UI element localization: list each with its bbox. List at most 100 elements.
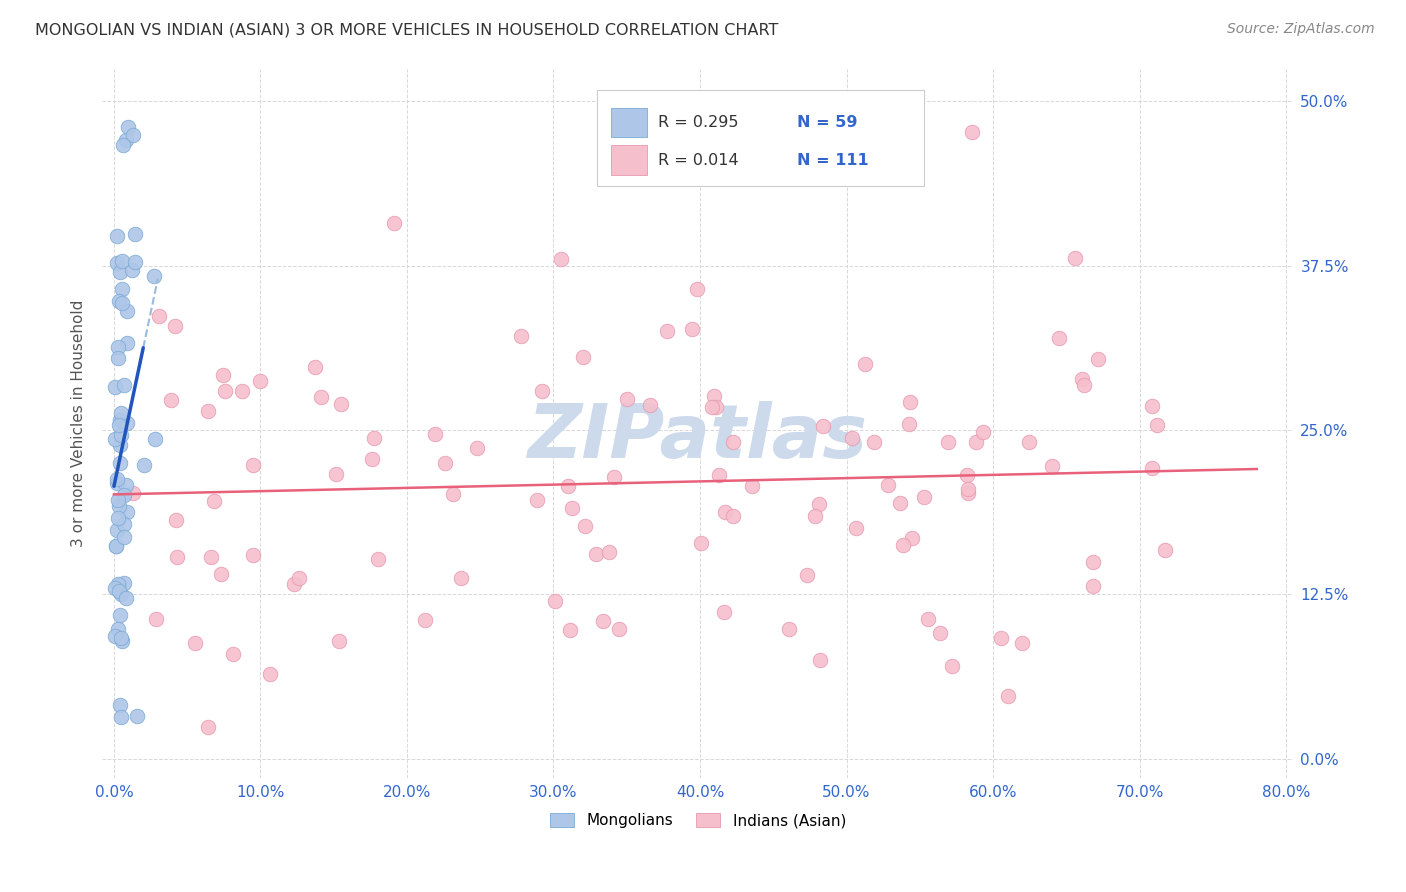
Point xyxy=(450,571,472,585)
Point xyxy=(957,485,980,500)
Point xyxy=(107,577,129,591)
Point xyxy=(1047,331,1070,345)
Point xyxy=(845,521,868,535)
Point xyxy=(796,568,818,582)
Point xyxy=(114,478,136,492)
Point xyxy=(990,631,1012,645)
Point xyxy=(165,513,187,527)
Point xyxy=(1040,458,1063,473)
Point xyxy=(200,550,222,565)
Point xyxy=(107,510,129,524)
Point xyxy=(1140,461,1163,475)
Point xyxy=(917,612,939,626)
Point xyxy=(804,509,827,524)
Point xyxy=(259,666,281,681)
Point xyxy=(304,360,326,375)
Point xyxy=(125,709,148,723)
Point xyxy=(108,608,131,623)
FancyBboxPatch shape xyxy=(596,90,924,186)
Point xyxy=(382,216,405,230)
Point xyxy=(111,282,134,296)
Point xyxy=(655,324,678,338)
Point xyxy=(105,523,128,537)
Point xyxy=(108,413,131,427)
Point xyxy=(713,606,735,620)
Text: R = 0.014: R = 0.014 xyxy=(658,153,740,168)
Point xyxy=(561,501,583,516)
Point xyxy=(104,581,127,595)
Point xyxy=(956,467,979,482)
Point xyxy=(1063,251,1085,265)
Text: R = 0.295: R = 0.295 xyxy=(658,115,740,130)
Point xyxy=(889,496,911,510)
FancyBboxPatch shape xyxy=(610,145,647,175)
Point xyxy=(148,309,170,323)
Point xyxy=(110,587,132,601)
Point xyxy=(242,549,264,563)
Point xyxy=(108,698,131,712)
Point xyxy=(110,631,132,645)
FancyBboxPatch shape xyxy=(610,108,647,137)
Point xyxy=(242,458,264,472)
Point xyxy=(603,470,626,484)
Text: MONGOLIAN VS INDIAN (ASIAN) 3 OR MORE VEHICLES IN HOUSEHOLD CORRELATION CHART: MONGOLIAN VS INDIAN (ASIAN) 3 OR MORE VE… xyxy=(35,22,779,37)
Point xyxy=(108,584,131,599)
Point xyxy=(105,472,128,486)
Point xyxy=(702,401,724,415)
Point xyxy=(929,626,952,640)
Point xyxy=(616,392,638,406)
Point xyxy=(197,720,219,734)
Point xyxy=(713,505,735,519)
Point xyxy=(209,567,232,582)
Text: N = 111: N = 111 xyxy=(797,153,869,168)
Point xyxy=(510,328,533,343)
Point xyxy=(531,384,554,398)
Text: Source: ZipAtlas.com: Source: ZipAtlas.com xyxy=(1227,22,1375,37)
Point xyxy=(184,635,207,649)
Point xyxy=(897,417,920,431)
Point xyxy=(108,265,131,279)
Point xyxy=(558,623,581,637)
Point xyxy=(941,658,963,673)
Point xyxy=(723,434,745,449)
Y-axis label: 3 or more Vehicles in Household: 3 or more Vehicles in Household xyxy=(72,300,86,547)
Point xyxy=(721,509,744,524)
Point xyxy=(105,539,128,553)
Point xyxy=(413,613,436,627)
Point xyxy=(690,536,713,550)
Point xyxy=(104,539,127,553)
Point xyxy=(900,532,922,546)
Point xyxy=(526,493,548,508)
Point xyxy=(361,451,384,466)
Point xyxy=(997,690,1019,704)
Point xyxy=(107,499,129,513)
Text: ZIPatlas: ZIPatlas xyxy=(527,401,868,474)
Point xyxy=(309,390,332,404)
Point xyxy=(117,416,139,430)
Point xyxy=(132,458,155,473)
Point xyxy=(111,633,134,648)
Legend: Mongolians, Indians (Asian): Mongolians, Indians (Asian) xyxy=(544,806,852,834)
Point xyxy=(117,120,139,134)
Point xyxy=(638,398,661,412)
Point xyxy=(112,575,135,590)
Point xyxy=(107,340,129,354)
Point xyxy=(122,485,145,500)
Point xyxy=(212,368,235,382)
Point xyxy=(808,497,831,511)
Point xyxy=(108,417,131,432)
Point xyxy=(124,254,146,268)
Point xyxy=(811,419,834,434)
Point xyxy=(108,438,131,452)
Point xyxy=(441,486,464,500)
Point xyxy=(111,295,134,310)
Point xyxy=(972,425,994,439)
Point xyxy=(425,427,447,442)
Point xyxy=(143,432,166,446)
Point xyxy=(1083,555,1105,569)
Point xyxy=(550,252,572,267)
Point xyxy=(1018,434,1040,449)
Point xyxy=(957,482,980,496)
Point xyxy=(557,478,579,492)
Point xyxy=(114,591,136,605)
